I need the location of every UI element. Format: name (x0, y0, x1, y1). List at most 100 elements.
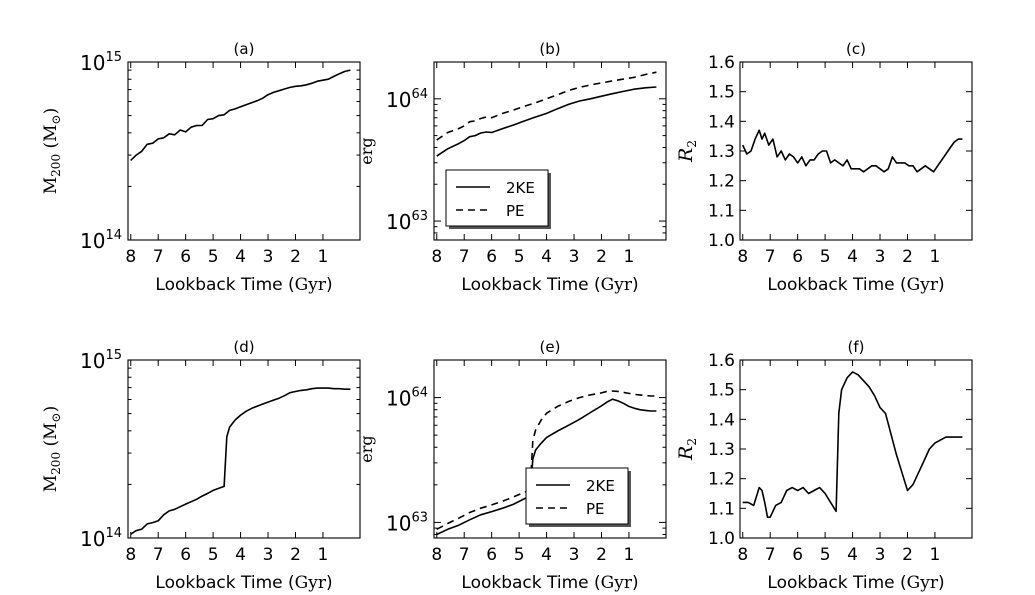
x-tick-label: 2 (902, 247, 913, 267)
x-tick-label: 4 (847, 545, 858, 565)
x-tick-label: 3 (875, 545, 886, 565)
panel-title: (a) (234, 40, 255, 58)
x-tick-label: 8 (431, 545, 442, 565)
panel-b: 8 7 6 5 4 3 2 1 1063 1064 (b) Lookback Time (Gyr) er… (357, 40, 667, 295)
x-tick-label: 7 (153, 247, 164, 267)
x-tick-label: 2 (290, 247, 301, 267)
y-tick-label: 1.1 (708, 499, 735, 519)
x-axis-label: Lookback Time (Gyr) (767, 275, 944, 295)
x-tick-label: 1 (624, 247, 635, 267)
x-tick-label: 8 (431, 247, 442, 267)
x-tick-label: 5 (208, 247, 219, 267)
series-line-m200 (130, 69, 351, 161)
y-tick-label: 1.4 (708, 410, 735, 430)
panel-e: 8 7 6 5 4 3 2 1 1063 1064 (e) Lookback Time (Gyr) er… (357, 338, 667, 593)
panel-title: (c) (846, 40, 866, 58)
y-tick-label: 1.2 (708, 470, 735, 490)
x-tick-label: 1 (930, 247, 941, 267)
legend-box (445, 169, 549, 227)
y-tick-label: 1.3 (708, 440, 735, 460)
y-tick-label: 1063 (386, 510, 428, 535)
x-tick-label: 2 (290, 545, 301, 565)
panel-title: (d) (233, 338, 254, 356)
plot-frame (739, 61, 973, 241)
x-tick-label: 8 (125, 247, 136, 267)
x-tick-label: 7 (459, 545, 470, 565)
y-tick-label: 1.6 (708, 53, 735, 73)
y-axis-label: M200 (M⊙) (41, 108, 63, 194)
x-tick-label: 6 (792, 247, 803, 267)
y-tick-label: 1.4 (708, 112, 735, 132)
x-tick-label: 5 (514, 545, 525, 565)
panel-title: (b) (539, 40, 560, 58)
y-tick-label: 1014 (80, 526, 122, 551)
y-tick-label: 1.0 (708, 529, 735, 549)
y-tick-label: 1064 (386, 87, 428, 112)
y-tick-label: 1064 (386, 386, 428, 411)
series-line-2ke (436, 398, 657, 536)
y-tick-label: 1.1 (708, 201, 735, 221)
x-axis-label: Lookback Time (Gyr) (767, 573, 944, 593)
panel-title: (f) (848, 338, 865, 356)
y-tick-label: 1.2 (708, 172, 735, 192)
legend-label-2ke: 2KE (586, 477, 615, 495)
x-axis-label: Lookback Time (Gyr) (155, 275, 332, 295)
plot-frame (127, 359, 361, 539)
panel-c: 8 7 6 5 4 3 2 1 1.0 1.1 1.2 1.3 1.4 1.5 1.6 (c) Lookback… (675, 40, 973, 295)
x-tick-label: 7 (459, 247, 470, 267)
legend: 2KE PE (525, 467, 631, 527)
x-tick-label: 4 (541, 545, 552, 565)
x-tick-label: 5 (820, 247, 831, 267)
series-line-m200 (130, 387, 351, 535)
x-tick-label: 6 (180, 545, 191, 565)
x-axis-label: Lookback Time (Gyr) (461, 275, 638, 295)
series-line-r2 (741, 129, 963, 173)
x-axis-label: Lookback Time (Gyr) (155, 573, 332, 593)
y-axis-label: R2 (675, 438, 699, 461)
series-line-r2 (742, 371, 963, 519)
x-tick-label: 8 (737, 247, 748, 267)
y-tick-label: 1.6 (708, 351, 735, 371)
x-tick-label: 1 (930, 545, 941, 565)
x-tick-label: 3 (569, 545, 580, 565)
legend-box (525, 467, 629, 525)
x-tick-label: 7 (765, 545, 776, 565)
x-tick-label: 2 (596, 545, 607, 565)
x-tick-label: 5 (208, 545, 219, 565)
plot-frame (739, 359, 973, 539)
y-tick-label: 1063 (386, 209, 428, 234)
y-tick-label: 1014 (80, 228, 122, 253)
legend-label-pe: PE (586, 500, 605, 518)
series-line-pe (436, 390, 657, 531)
x-tick-label: 4 (541, 247, 552, 267)
panel-f: 8 7 6 5 4 3 2 1 1.0 1.1 1.2 1.3 1.4 1.5 1.6 (f) Lookback… (675, 338, 973, 593)
plot-frame (433, 61, 667, 241)
legend: 2KE PE (445, 169, 551, 229)
x-tick-label: 6 (180, 247, 191, 267)
plot-frame (127, 61, 361, 241)
x-tick-label: 8 (737, 545, 748, 565)
x-tick-label: 2 (902, 545, 913, 565)
x-tick-label: 7 (153, 545, 164, 565)
panel-title: (e) (540, 338, 561, 356)
x-tick-label: 2 (596, 247, 607, 267)
y-tick-label: 1.5 (708, 83, 735, 103)
x-tick-label: 7 (765, 247, 776, 267)
x-tick-label: 3 (263, 545, 274, 565)
y-tick-label: 1.0 (708, 231, 735, 251)
y-axis-label: R2 (675, 140, 699, 163)
x-tick-label: 6 (486, 545, 497, 565)
panel-a: 8 7 6 5 4 3 2 1 1014 1015 (a) Lookback Time (Gyr) M2… (41, 40, 361, 295)
x-tick-label: 3 (875, 247, 886, 267)
y-axis-label: M200 (M⊙) (41, 406, 63, 492)
legend-label-pe: PE (506, 202, 525, 220)
x-tick-label: 6 (792, 545, 803, 565)
y-tick-label: 1015 (80, 348, 122, 373)
y-axis-label: erg (357, 137, 376, 164)
x-tick-label: 1 (318, 247, 329, 267)
y-tick-label: 1.3 (708, 142, 735, 162)
x-tick-label: 3 (263, 247, 274, 267)
x-tick-label: 5 (514, 247, 525, 267)
y-tick-label: 1.5 (708, 381, 735, 401)
